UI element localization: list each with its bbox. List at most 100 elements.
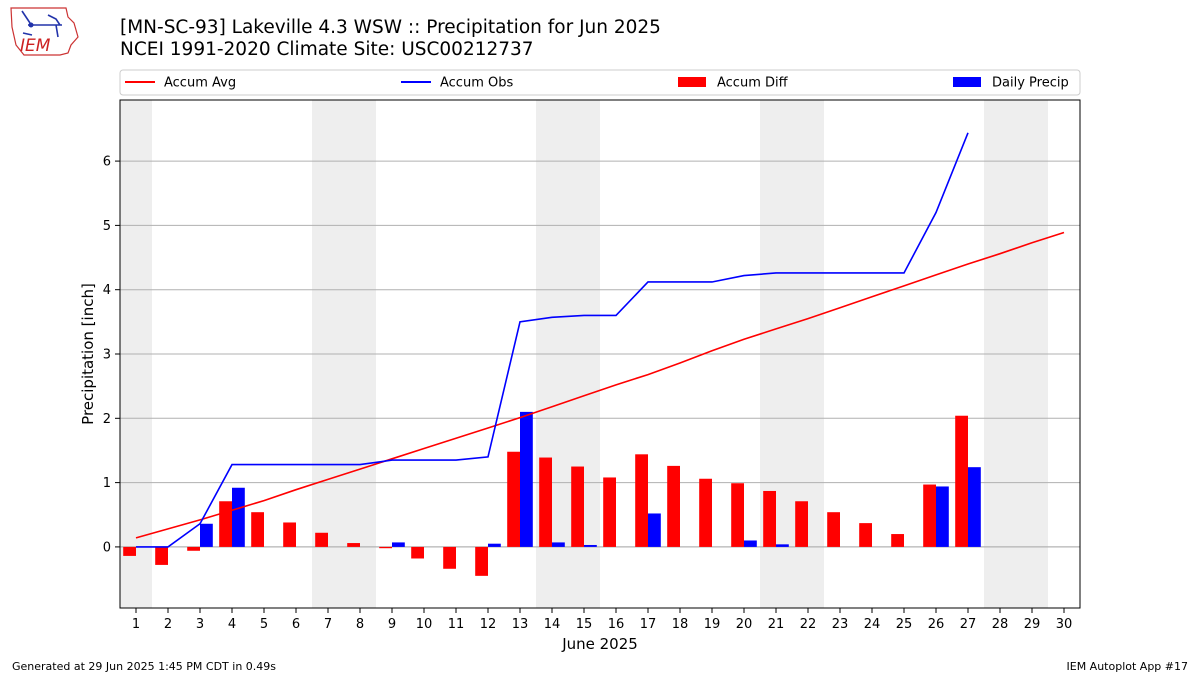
x-tick-label-25: 25: [896, 617, 913, 632]
y-tick-label-2: 2: [103, 412, 111, 427]
x-tick-label-12: 12: [480, 617, 497, 632]
chart-title: [MN-SC-93] Lakeville 4.3 WSW :: Precipit…: [120, 17, 661, 61]
accum-diff-bar-20: [731, 483, 744, 547]
accum-diff-bar-10: [411, 546, 424, 559]
accum-diff-bar-21: [763, 490, 776, 547]
accum-diff-bar-13: [507, 451, 520, 547]
y-tick-label-1: 1: [103, 476, 111, 491]
daily-precip-bar-27: [968, 467, 981, 547]
x-tick-label-17: 17: [640, 617, 657, 632]
daily-precip-bar-3: [200, 523, 213, 547]
daily-precip-bar-15: [584, 544, 597, 547]
legend: Accum Avg Accum Obs Accum Diff Daily Precip: [119, 69, 1081, 96]
x-tick-label-1: 1: [132, 617, 140, 632]
legend-box: [119, 69, 1081, 96]
y-tick-label-0: 0: [103, 540, 111, 555]
generated-timestamp: Generated at 29 Jun 2025 1:45 PM CDT in …: [12, 660, 277, 673]
accum-diff-bar-7: [315, 532, 328, 547]
x-tick-label-22: 22: [800, 617, 817, 632]
legend-label-2: Accum Obs: [440, 76, 513, 91]
accum-diff-bar-25: [891, 534, 904, 547]
accum-diff-bar-15: [571, 466, 584, 547]
x-tick-label-5: 5: [260, 617, 268, 632]
daily-precip-bar-26: [936, 486, 949, 547]
accum-diff-bar-23: [827, 512, 840, 547]
title-line-2: NCEI 1991-2020 Climate Site: USC00212737: [120, 39, 534, 60]
accum-diff-bar-19: [699, 478, 712, 547]
x-tick-label-8: 8: [356, 617, 364, 632]
daily-precip-bar-4: [232, 487, 245, 547]
daily-precip-bar-21: [776, 544, 789, 547]
y-tick-label-4: 4: [103, 283, 111, 298]
app-label: IEM Autoplot App #17: [1066, 660, 1189, 673]
daily-precip-bar-9: [392, 542, 405, 547]
x-tick-label-11: 11: [448, 617, 465, 632]
x-tick-label-9: 9: [388, 617, 396, 632]
y-tick-label-6: 6: [103, 155, 111, 170]
legend-swatch-3: [678, 77, 706, 87]
y-axis: 0 1 2 3 4 5 6: [103, 100, 121, 608]
y-tick-label-3: 3: [103, 348, 111, 363]
legend-swatch-4: [953, 77, 981, 87]
accum-diff-bar-2: [155, 546, 168, 565]
daily-precip-bar-20: [744, 540, 757, 547]
x-axis-label: June 2025: [561, 635, 638, 653]
x-tick-label-10: 10: [416, 617, 433, 632]
accum-diff-bar-9: [379, 546, 392, 549]
legend-label-1: Accum Avg: [164, 76, 236, 91]
daily-precip-bar-17: [648, 513, 661, 547]
x-tick-label-28: 28: [992, 617, 1009, 632]
x-tick-label-16: 16: [608, 617, 625, 632]
bar-series: [123, 411, 981, 576]
x-tick-label-26: 26: [928, 617, 945, 632]
y-tick-label-5: 5: [103, 219, 111, 234]
x-tick-label-19: 19: [704, 617, 721, 632]
accum-obs-line: [136, 132, 969, 548]
title-line-1: [MN-SC-93] Lakeville 4.3 WSW :: Precipit…: [120, 17, 661, 38]
line-series: [135, 132, 1065, 548]
accum-diff-bar-3: [187, 546, 200, 551]
accum-diff-bar-4: [219, 501, 232, 547]
accum-diff-bar-1: [123, 546, 136, 556]
accum-avg-line: [135, 231, 1065, 539]
x-axis: 1 2 3 4 5 6 7 8 9 10 11 12 13 14 15 16 17 18 19 20 21 22 23 24 2…: [132, 608, 1072, 632]
x-tick-label-23: 23: [832, 617, 849, 632]
accum-diff-bar-22: [795, 501, 808, 547]
logo-text: IEM: [20, 36, 51, 56]
accum-diff-bar-14: [539, 457, 552, 547]
x-tick-label-18: 18: [672, 617, 689, 632]
x-tick-label-3: 3: [196, 617, 204, 632]
x-tick-label-2: 2: [164, 617, 172, 632]
accum-diff-bar-16: [603, 477, 616, 547]
daily-precip-bar-13: [520, 411, 533, 547]
accum-diff-bar-5: [251, 512, 264, 547]
x-tick-label-30: 30: [1056, 617, 1073, 632]
accum-diff-bar-12: [475, 546, 488, 576]
x-tick-label-21: 21: [768, 617, 785, 632]
x-tick-label-4: 4: [228, 617, 236, 632]
accum-diff-bar-18: [667, 465, 680, 547]
x-tick-label-13: 13: [512, 617, 529, 632]
accum-diff-bar-11: [443, 546, 456, 569]
x-tick-label-29: 29: [1024, 617, 1041, 632]
accum-diff-bar-6: [283, 522, 296, 547]
legend-label-4: Daily Precip: [992, 76, 1069, 91]
accum-diff-bar-27: [955, 415, 968, 547]
x-tick-label-6: 6: [292, 617, 300, 632]
x-tick-label-14: 14: [544, 617, 561, 632]
x-tick-label-15: 15: [576, 617, 593, 632]
iem-logo: IEM: [8, 5, 80, 60]
accum-diff-bar-26: [923, 484, 936, 547]
accum-diff-bar-17: [635, 454, 648, 547]
x-tick-label-7: 7: [324, 617, 332, 632]
daily-precip-bar-14: [552, 542, 565, 547]
x-tick-label-24: 24: [864, 617, 881, 632]
legend-label-3: Accum Diff: [717, 76, 789, 91]
y-gridlines: [120, 160, 1080, 548]
accum-diff-bar-24: [859, 523, 872, 547]
accum-diff-bar-8: [347, 543, 360, 547]
x-tick-label-20: 20: [736, 617, 753, 632]
daily-precip-bar-12: [488, 543, 501, 547]
x-tick-label-27: 27: [960, 617, 977, 632]
